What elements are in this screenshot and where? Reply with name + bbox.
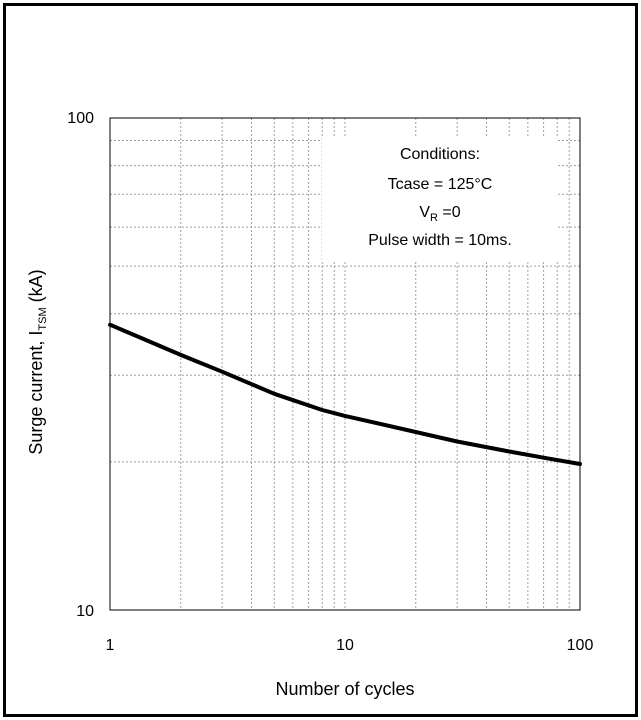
conditions-vr: VR =0 — [419, 204, 460, 224]
conditions-pulse-width: Pulse width = 10ms. — [368, 232, 512, 249]
plot-border — [109, 117, 581, 611]
conditions-title: Conditions: — [400, 146, 480, 163]
conditions-box — [322, 136, 558, 262]
x-tick-label-100: 100 — [567, 637, 594, 654]
chart-frame — [3, 3, 638, 717]
series-line — [108, 322, 582, 466]
conditions-tcase: Tcase = 125°C — [388, 176, 493, 193]
y-tick-label-10: 10 — [76, 603, 94, 620]
x-axis-label: Number of cycles — [275, 679, 414, 699]
y-tick-label-100: 100 — [67, 110, 94, 127]
y-axis-label: Surge current, ITSM (kA) — [26, 269, 49, 454]
x-tick-label-1: 1 — [106, 637, 115, 654]
x-tick-label-10: 10 — [336, 637, 354, 654]
